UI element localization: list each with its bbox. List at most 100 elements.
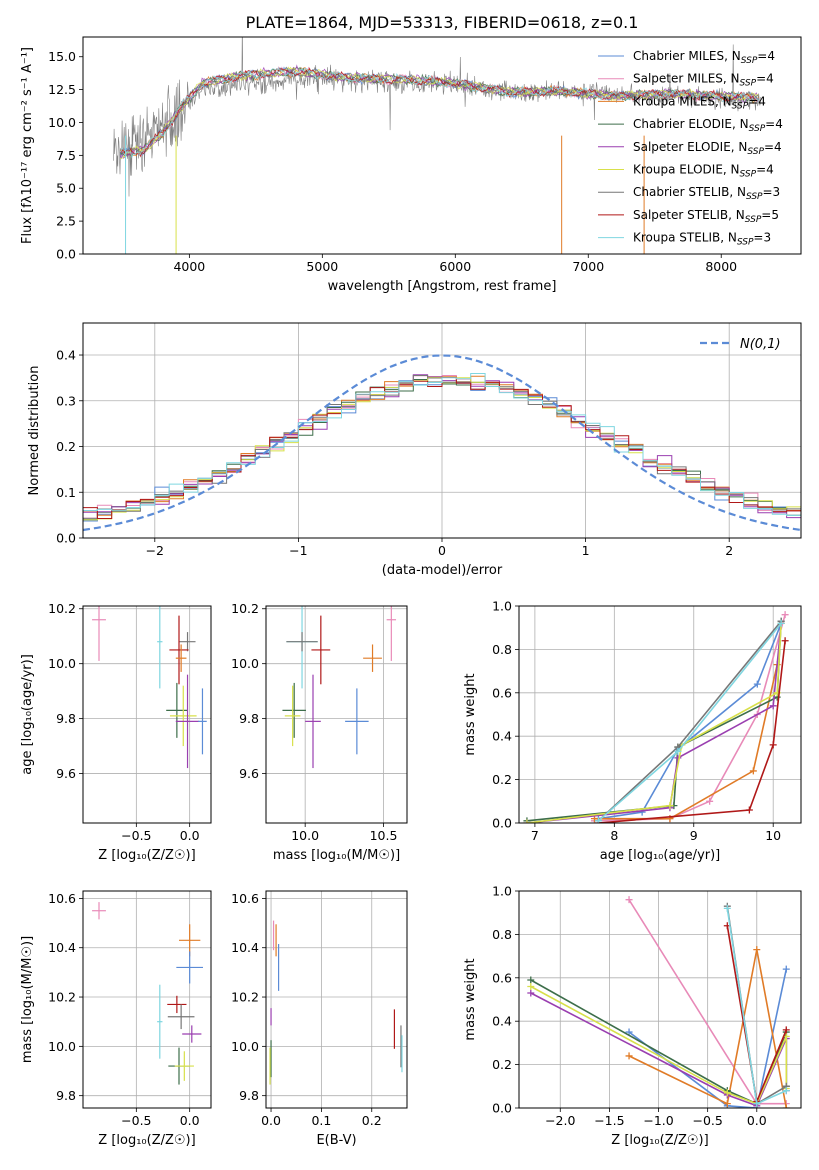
residuals-axes: −2 −1 0 1 2 0.0 0.1 0.2 0.3 0.4 (data-model)/error… <box>27 322 802 578</box>
mass-weight-marker <box>723 904 731 912</box>
errorbar-point <box>284 685 301 747</box>
mass-weight-marker <box>625 1052 633 1060</box>
errorbar-point <box>175 644 187 672</box>
y-tick-label: 9.6 <box>56 766 76 781</box>
errorbar-point <box>157 606 163 689</box>
errorbar-point <box>305 674 321 769</box>
y-tick-label: 0.6 <box>492 970 512 985</box>
y-axis-label: mass [log₁₀(M/M☉)] <box>20 936 35 1063</box>
mass-weight-marker <box>523 819 531 823</box>
errorbar-point <box>286 632 318 652</box>
y-tick-label: 0.2 <box>56 439 76 454</box>
x-tick-label: 6000 <box>439 259 471 274</box>
y-tick-label: 0.4 <box>492 729 512 744</box>
x-tick-label: 10.0 <box>291 828 319 843</box>
model-spectrum <box>119 64 759 160</box>
x-tick-label: −2 <box>146 543 164 558</box>
x-tick-label: 0.0 <box>180 828 200 843</box>
y-tick-label: 10.0 <box>48 115 76 130</box>
errorbar-point <box>167 995 187 1014</box>
errorbar-point <box>182 1025 202 1043</box>
y-tick-label: 15.0 <box>48 49 76 64</box>
y-tick-label: 10.0 <box>231 656 259 671</box>
x-tick-label: 8 <box>610 828 618 843</box>
y-tick-label: 0.0 <box>56 247 76 262</box>
mass-weight-marker <box>782 1087 790 1095</box>
legend-label: Salpeter ELODIE, NSSP=4 <box>633 140 782 157</box>
mass-weight-marker <box>782 965 790 973</box>
y-tick-label: 0.6 <box>492 685 512 700</box>
x-tick-label: 0.1 <box>311 1113 331 1128</box>
y-tick-label: 2.5 <box>56 214 76 229</box>
y-tick-label: 1.0 <box>492 599 512 614</box>
x-tick-label: 0.2 <box>362 1113 382 1128</box>
axes-frame <box>265 890 408 1109</box>
errorbar-point <box>174 1051 194 1081</box>
x-tick-label: 0.0 <box>261 1113 281 1128</box>
x-tick-label: 5000 <box>306 259 338 274</box>
mass-weight-marker <box>769 702 777 710</box>
age_vs_mass-axes: 10.0 10.5 9.6 9.8 10.0 10.2 mass [log₁₀(M/M☉)] <box>231 601 408 863</box>
errorbar-point <box>179 632 196 652</box>
mass-weight-marker <box>638 808 646 816</box>
y-tick-label: 0.4 <box>492 1014 512 1029</box>
y-tick-label: 9.8 <box>56 1088 76 1103</box>
y-tick-label: 0.0 <box>492 816 512 831</box>
age_vs_Z-axes: −0.5 0.0 9.6 9.8 10.0 10.2 Z [log₁₀(Z/Z☉)] age … <box>20 601 212 863</box>
y-tick-label: 7.5 <box>56 148 76 163</box>
y-axis-label: age [log₁₀(age/yr)] <box>20 654 35 775</box>
y-tick-label: 9.6 <box>239 766 259 781</box>
mass-weight-marker <box>706 797 714 805</box>
mass-weight-marker <box>527 982 535 990</box>
errorbar-point <box>157 984 163 1059</box>
y-tick-label: 0.8 <box>492 927 512 942</box>
errorbar-point <box>175 674 200 769</box>
legend-label: Kroupa STELIB, NSSP=3 <box>633 231 771 248</box>
mass-weight-marker <box>781 611 789 619</box>
mass-weight-marker <box>749 767 757 775</box>
x-tick-label: 2 <box>725 543 733 558</box>
y-tick-label: 0.8 <box>492 642 512 657</box>
y-tick-label: 9.8 <box>239 1088 259 1103</box>
legend-label: Kroupa MILES, NSSP=4 <box>633 94 766 111</box>
residuals-plot-area <box>83 354 801 532</box>
axes-frame <box>82 605 212 824</box>
age_vs_mass-plot-area <box>282 606 397 769</box>
errorbar-point <box>167 1004 195 1030</box>
y-tick-label: 0.2 <box>492 772 512 787</box>
x-axis-label: age [log₁₀(age/yr)] <box>600 848 721 863</box>
mass-weight-line <box>594 664 778 820</box>
x-tick-label: −0.5 <box>121 1113 151 1128</box>
mass-weight-marker <box>674 747 682 755</box>
mass-weight-marker <box>527 976 535 984</box>
spectrum-axes: 4000 5000 6000 7000 8000 0.0 2.5 5.0 7.5 10.0 12.5… <box>20 36 802 294</box>
errorbar-point <box>92 902 106 920</box>
x-axis-label: E(B-V) <box>316 1133 356 1148</box>
x-axis-label: (data-model)/error <box>382 563 503 578</box>
mass-weight-marker <box>782 1104 790 1108</box>
errorbar-point <box>386 606 397 661</box>
mass-weight-marker <box>594 817 602 823</box>
errorbar-point <box>92 606 106 661</box>
weight_vs_Z-axes: −2.0 −1.5 −1.0 −0.5 0.0 0.0 0.2 0.4 0.6 0.8 1.0 Z [… <box>463 884 802 1148</box>
y-tick-label: 0.2 <box>492 1057 512 1072</box>
errorbar-point <box>169 615 189 685</box>
x-tick-label: 9 <box>690 828 698 843</box>
mass-weight-marker <box>625 896 633 904</box>
axes-frame <box>518 605 802 824</box>
mass-weight-marker <box>753 946 761 954</box>
errorbar-point <box>166 682 188 738</box>
mass-weight-marker <box>666 802 674 810</box>
y-tick-label: 10.2 <box>231 601 259 616</box>
y-axis-label: mass weight <box>463 958 478 1040</box>
errorbar-point <box>176 951 203 984</box>
mass_vs_ebv-axes: 0.0 0.1 0.2 9.8 10.0 10.2 10.4 10.6 E(B-V) <box>231 890 408 1148</box>
y-tick-label: 10.2 <box>231 990 259 1005</box>
model-spectrum <box>119 67 759 159</box>
mass-weight-marker <box>674 754 682 762</box>
errorbar-point <box>311 615 331 685</box>
x-tick-label: 0.0 <box>747 1113 767 1128</box>
y-axis-label: mass weight <box>463 673 478 755</box>
axes-frame <box>518 890 802 1109</box>
